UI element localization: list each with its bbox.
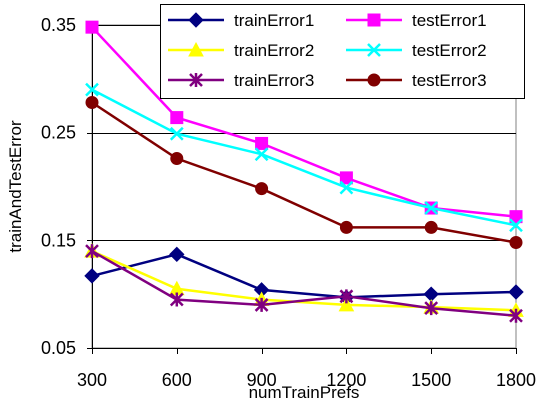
data-point-trainError1: [508, 284, 524, 300]
legend-label-trainError3: trainError3: [234, 71, 314, 90]
legend-label-trainError2: trainError2: [234, 41, 314, 60]
y-tick-label: 0.35: [41, 15, 76, 35]
legend-marker-trainError1: [188, 12, 204, 28]
data-point-testError2: [169, 126, 184, 141]
legend-label-testError3: testError3: [412, 71, 487, 90]
x-tick-label: 1200: [326, 370, 366, 390]
data-point-testError3: [255, 182, 269, 196]
data-point-testError1: [255, 136, 269, 150]
data-point-testError3: [170, 152, 184, 166]
data-point-testError2: [85, 82, 99, 97]
data-point-testError1: [339, 171, 353, 185]
data-point-testError2: [424, 201, 439, 215]
legend-label-testError2: testError2: [412, 41, 487, 60]
legend-label-testError1: testError1: [412, 11, 487, 30]
y-tick-label: 0.25: [41, 123, 76, 143]
legend-marker-testError3: [367, 73, 381, 87]
x-tick-label: 1500: [411, 370, 451, 390]
x-axis-title: numTrainPrefs: [249, 383, 360, 402]
data-point-trainError3: [509, 308, 523, 323]
data-point-testError3: [85, 96, 99, 110]
data-point-testError3: [424, 220, 438, 234]
data-point-trainError1: [169, 246, 185, 263]
x-tick-label: 1800: [496, 370, 536, 390]
data-point-trainError3: [339, 289, 354, 304]
legend-marker-trainError2: [188, 41, 204, 57]
data-point-testError3: [339, 220, 353, 234]
series-line-testError1: [91, 26, 517, 218]
x-tick-label: 600: [162, 370, 192, 390]
data-point-testError2: [254, 147, 269, 162]
data-point-trainError1: [84, 268, 100, 284]
data-point-trainError3: [169, 292, 184, 307]
series-line-testError2: [91, 88, 517, 227]
series-line-trainError3: [91, 250, 517, 317]
data-point-testError2: [509, 218, 523, 233]
series-line-trainError2: [91, 249, 517, 312]
series-line-trainError1: [91, 252, 517, 299]
x-tick-label: 900: [247, 370, 277, 390]
data-point-testError1: [85, 20, 99, 34]
legend-marker-testError1: [367, 13, 381, 27]
data-point-trainError3: [85, 244, 99, 259]
legend-marker-trainError3: [189, 73, 203, 87]
data-point-testError1: [170, 111, 184, 125]
data-point-trainError3: [254, 297, 269, 312]
legend-marker-testError2: [367, 43, 381, 57]
x-tick-label: 300: [77, 370, 107, 390]
y-tick-label: 0.05: [41, 338, 76, 358]
data-point-testError2: [339, 180, 354, 195]
data-point-testError1: [509, 210, 523, 224]
y-axis-title: trainAndTestError: [6, 120, 25, 253]
series-line-testError3: [91, 101, 517, 244]
data-point-trainError3: [424, 301, 439, 316]
data-point-testError3: [509, 235, 523, 249]
legend-label-trainError1: trainError1: [234, 11, 314, 30]
data-point-trainError2: [338, 296, 355, 312]
y-tick-label: 0.15: [41, 230, 76, 250]
